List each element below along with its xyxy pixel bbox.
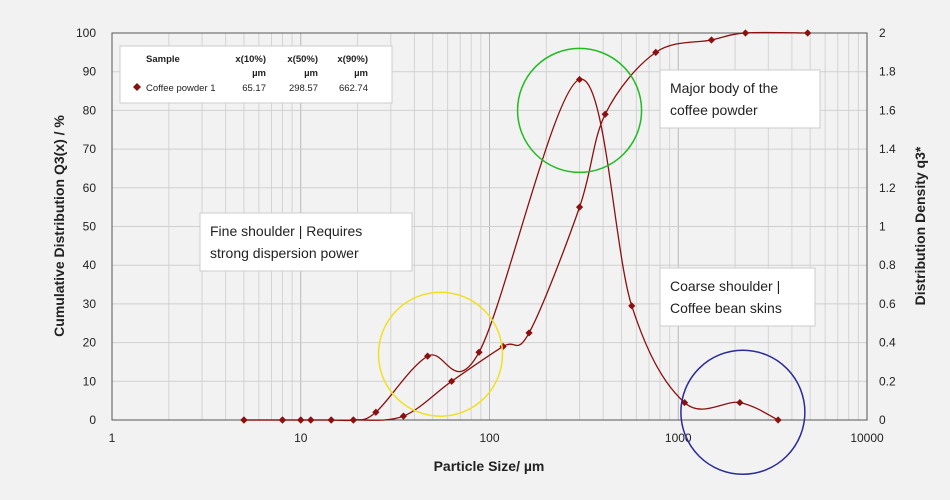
x-axis-title: Particle Size/ µm xyxy=(434,458,545,474)
legend-x50-value: 298.57 xyxy=(289,83,318,94)
y-right-tick-label: 1.4 xyxy=(879,142,896,156)
data-point-density xyxy=(575,75,584,84)
data-point-cumulative xyxy=(601,110,609,118)
legend-header-x10: x(10%) xyxy=(235,54,266,65)
data-point-cumulative xyxy=(707,36,716,44)
y-left-tick-label: 90 xyxy=(83,65,97,79)
y-right-tick-label: 0 xyxy=(879,413,886,427)
x-tick-label: 10000 xyxy=(850,431,884,445)
data-point-cumulative xyxy=(652,48,660,56)
data-point-cumulative xyxy=(525,329,533,337)
x-tick-label: 1000 xyxy=(665,431,692,445)
data-point-cumulative xyxy=(741,29,750,37)
data-point-density xyxy=(774,416,782,424)
data-point-cumulative xyxy=(804,29,812,37)
annotation-box xyxy=(659,267,816,327)
data-point-cumulative xyxy=(575,203,584,211)
plot-area-frame xyxy=(111,32,868,421)
legend-header-x50: x(50%) xyxy=(287,54,318,65)
annotation-text: Coffee bean skins xyxy=(670,300,782,316)
series xyxy=(240,29,812,424)
legend-header-x90: x(90%) xyxy=(337,54,368,65)
y-right-tick-label: 0.4 xyxy=(879,336,896,350)
legend-header-sample: Sample xyxy=(146,54,180,65)
data-point-cumulative xyxy=(448,377,456,385)
y-left-tick-label: 10 xyxy=(83,374,97,388)
legend-marker-icon xyxy=(133,83,141,91)
y-left-tick-label: 80 xyxy=(83,103,97,117)
y-right-tick-label: 0.8 xyxy=(879,258,896,272)
legend-unit-x10: µm xyxy=(252,68,266,79)
y-right-tick-label: 0.2 xyxy=(879,374,896,388)
data-point-density xyxy=(424,352,432,360)
legend: Sample x(10%) x(50%) x(90%) µm µm µm Cof… xyxy=(119,45,393,104)
data-point-density xyxy=(680,398,689,407)
y-right-tick-label: 1.2 xyxy=(879,181,896,195)
annotation-box xyxy=(199,212,413,272)
annotation-circle xyxy=(680,349,806,476)
y-right-tick-label: 1 xyxy=(879,220,886,234)
y-left-tick-label: 20 xyxy=(83,336,97,350)
x-tick-label: 100 xyxy=(479,431,499,445)
data-point-cumulative xyxy=(399,412,408,420)
data-point-density xyxy=(736,398,744,407)
y-left-tick-label: 100 xyxy=(76,26,96,40)
y-left-tick-label: 0 xyxy=(89,413,96,427)
data-point-cumulative xyxy=(499,342,507,351)
annotation-box xyxy=(659,69,821,129)
y-left-tick-label: 60 xyxy=(83,181,97,195)
legend-sample-name: Coffee powder 1 xyxy=(146,83,216,94)
annotation-text: coffee powder xyxy=(670,102,758,118)
legend-x10-value: 65.17 xyxy=(242,83,266,94)
data-point-density xyxy=(372,408,380,416)
annotation-text: Major body of the xyxy=(670,80,778,96)
annotations: Major body of the coffee powder Fine shoul… xyxy=(199,47,821,476)
annotation-text: Fine shoulder | Requires xyxy=(210,223,362,239)
y-left-tick-label: 50 xyxy=(83,220,97,234)
y-axis-right-title: Distribution Density q3* xyxy=(912,146,928,305)
data-point-density xyxy=(240,416,248,424)
annotation-circle xyxy=(516,47,643,174)
legend-unit-x50: µm xyxy=(304,68,318,79)
axes xyxy=(111,32,868,421)
annotation-text: strong dispersion power xyxy=(210,245,359,261)
data-point-density xyxy=(327,416,335,424)
data-point-density xyxy=(475,348,483,356)
legend-box xyxy=(119,45,393,104)
annotation-circle xyxy=(377,291,504,417)
y-left-tick-label: 40 xyxy=(83,258,97,272)
x-tick-label: 1 xyxy=(109,431,116,445)
tick-labels: 1 10 100 1000 10000010203040506070809010000.… xyxy=(76,26,896,445)
y-right-tick-label: 1.6 xyxy=(879,103,896,117)
data-point-density xyxy=(628,302,636,310)
series-line-density xyxy=(243,78,779,422)
x-tick-label: 10 xyxy=(294,431,308,445)
y-right-tick-label: 0.6 xyxy=(879,297,896,311)
y-left-tick-label: 70 xyxy=(83,142,97,156)
data-point-density xyxy=(349,416,357,424)
data-point-density xyxy=(307,416,315,424)
y-right-tick-label: 2 xyxy=(879,26,886,40)
legend-unit-x90: µm xyxy=(354,68,368,79)
y-right-tick-label: 1.8 xyxy=(879,65,896,79)
legend-x90-value: 662.74 xyxy=(339,83,368,94)
annotation-text: Coarse shoulder | xyxy=(670,278,780,294)
data-point-density xyxy=(297,416,305,424)
y-left-tick-label: 30 xyxy=(83,297,97,311)
y-axis-left-title: Cumulative Distribution Q3(x) / % xyxy=(51,115,67,337)
data-point-density xyxy=(278,416,287,424)
